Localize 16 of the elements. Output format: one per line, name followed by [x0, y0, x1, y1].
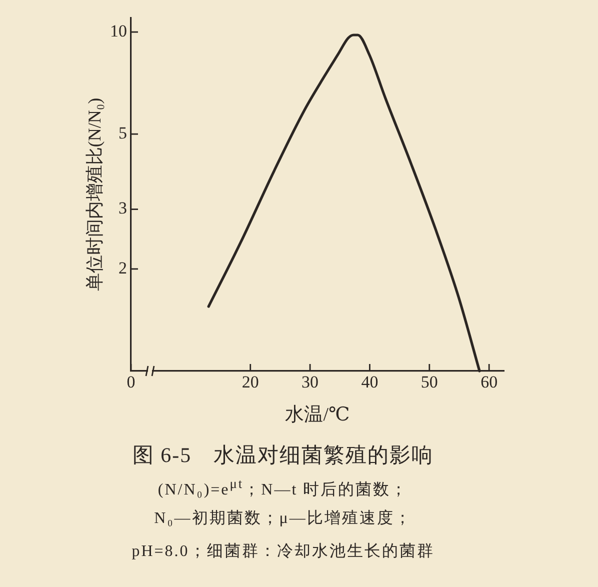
x-tick-label: 50: [420, 372, 438, 392]
x-tick-label: 0: [126, 372, 136, 392]
y-axis-title: 单位时间内增殖比(N/N₀): [84, 98, 105, 292]
y-tick-label: 3: [118, 198, 127, 218]
x-tick-label: 40: [361, 372, 378, 392]
text: (N/N₀)=e$^{μt}$；N—t 时后的菌数；: [156, 475, 410, 500]
text: pH=8.0；细菌群：冷却水池生长的菌群: [130, 542, 436, 562]
x-tick-label: 20: [242, 372, 259, 392]
x-axis-title: 水温/℃: [285, 404, 350, 426]
text: N₀—初期菌数；μ—比增殖速度；: [153, 509, 413, 530]
y-tick-label: 5: [118, 124, 127, 143]
x-tick-label: 60: [480, 372, 498, 392]
x-tick-label: 30: [302, 372, 319, 392]
y-tick-label: 10: [110, 22, 127, 40]
text: 图 6-5 水温对细菌繁殖的影响: [131, 442, 435, 468]
y-tick-label: 2: [118, 258, 127, 278]
